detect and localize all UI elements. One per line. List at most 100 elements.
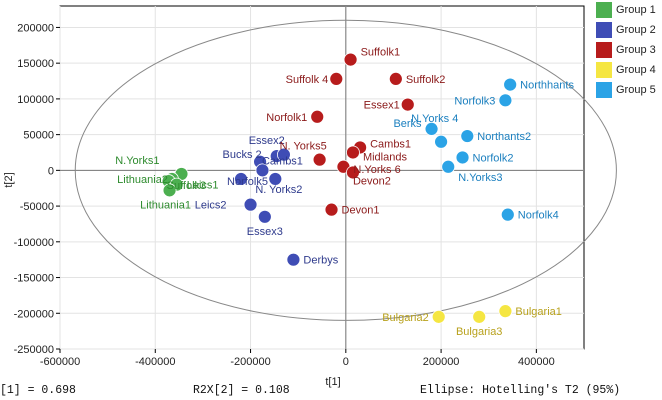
data-point — [346, 145, 360, 160]
grid-lines — [59, 6, 584, 350]
point-label: Norfolk4 — [518, 210, 559, 222]
y-tick-label: -200000 — [14, 308, 54, 320]
point-label: Lithuania2 — [117, 174, 168, 186]
legend-item: Group 3 — [596, 40, 662, 60]
point-label: Norfolk1 — [266, 112, 307, 124]
point-label: Derbys — [303, 255, 338, 267]
legend-label: Group 1 — [616, 4, 656, 16]
data-point — [400, 97, 415, 112]
y-tick-label: -150000 — [14, 273, 54, 285]
point-label: Cambs1 — [262, 155, 303, 167]
point-label: Northhants — [520, 80, 574, 92]
point-label: Norfolk2 — [473, 152, 514, 164]
point-label: Suffolk3 — [167, 180, 207, 192]
x-tick-label: -600000 — [40, 356, 80, 368]
point-label: N.Yorks 6 — [353, 164, 400, 176]
point-label: Essex1 — [364, 100, 400, 112]
data-point — [255, 163, 270, 178]
data-point — [424, 122, 439, 136]
point-label: Leics1 — [187, 180, 219, 192]
point-label: Cambs1 — [370, 138, 411, 150]
point-label: Devon2 — [353, 175, 391, 187]
legend-swatch — [596, 62, 612, 78]
legend: Group 1 Group 2 Group 3 Group 4 Group 5 — [596, 0, 662, 100]
y-tick-label: 150000 — [17, 58, 54, 70]
data-point — [312, 152, 327, 167]
y-tick-label: -250000 — [14, 344, 54, 356]
data-point — [431, 309, 446, 324]
point-label: Bulgaria2 — [382, 312, 428, 324]
y-tick-label: 100000 — [17, 94, 54, 106]
footer: [1] = 0.698 R2X[2] = 0.108 Ellipse: Hote… — [0, 384, 662, 400]
r2x1-text: [1] = 0.698 — [0, 384, 76, 397]
point-label: Norfolk3 — [454, 95, 495, 107]
legend-label: Group 5 — [616, 84, 656, 96]
legend-item: Group 4 — [596, 60, 662, 80]
data-point — [503, 77, 518, 92]
data-point — [346, 165, 360, 180]
legend-swatch — [596, 82, 612, 98]
ellipse-info-text: Ellipse: Hotelling's T2 (95%) — [420, 384, 621, 397]
point-label: Norfolk5 — [227, 176, 268, 188]
x-tick-label: 400000 — [518, 356, 555, 368]
point-label: Leics2 — [195, 200, 227, 212]
data-point — [441, 159, 456, 174]
point-label: N.Yorks3 — [458, 172, 502, 184]
data-point — [162, 183, 177, 198]
point-label: Suffolk1 — [361, 47, 401, 59]
data-point — [498, 93, 513, 108]
data-point — [234, 172, 248, 186]
data-point — [498, 304, 513, 319]
data-points — [161, 52, 518, 324]
data-point — [455, 150, 470, 165]
point-label: Bucks 2 — [223, 149, 262, 161]
legend-item: Group 1 — [596, 0, 662, 20]
x-tick-label: -200000 — [230, 356, 270, 368]
point-label: N.Yorks 4 — [411, 113, 458, 125]
legend-item: Group 2 — [596, 20, 662, 40]
axis-ticks: -600000 -400000 -200000 0 200000 400000 -25000… — [14, 22, 555, 368]
point-label: Lithuania1 — [140, 199, 191, 211]
y-tick-label: 50000 — [23, 130, 54, 142]
point-label: Suffolk 4 — [286, 74, 329, 86]
data-point — [310, 109, 325, 124]
x-axis-title: t[1] — [325, 376, 340, 388]
x-tick-label: -400000 — [135, 356, 175, 368]
y-axis-title: t[2] — [3, 172, 15, 187]
y-tick-label: 0 — [48, 165, 54, 177]
data-point — [329, 71, 344, 86]
y-tick-label: -50000 — [20, 201, 54, 213]
data-point — [343, 52, 358, 67]
point-label: Essex3 — [247, 226, 283, 238]
legend-item: Group 5 — [596, 80, 662, 100]
data-point — [243, 197, 258, 212]
point-label: Bulgaria1 — [515, 306, 561, 318]
legend-swatch — [596, 2, 612, 18]
data-point — [388, 71, 403, 86]
x-tick-label: 0 — [343, 356, 349, 368]
data-point — [286, 252, 301, 267]
hotelling-ellipse — [74, 19, 617, 321]
legend-label: Group 2 — [616, 24, 656, 36]
data-point — [276, 147, 291, 162]
data-point — [268, 172, 283, 186]
point-label: Bulgaria3 — [456, 326, 502, 338]
legend-label: Group 4 — [616, 64, 656, 76]
x-tick-label: 200000 — [423, 356, 460, 368]
legend-label: Group 3 — [616, 44, 656, 56]
data-point — [460, 129, 475, 143]
point-label: N. Yorks5 — [280, 141, 327, 153]
point-label: Suffolk2 — [406, 74, 446, 86]
y-tick-label: -100000 — [14, 237, 54, 249]
point-label: Berks — [393, 118, 422, 130]
point-label: Devon1 — [342, 205, 380, 217]
point-label: Essex2 — [249, 135, 285, 147]
data-point — [434, 134, 448, 149]
data-point — [324, 202, 339, 217]
data-point — [472, 309, 487, 324]
data-point — [500, 207, 515, 222]
data-point — [257, 209, 272, 224]
y-tick-label: 200000 — [17, 22, 54, 34]
